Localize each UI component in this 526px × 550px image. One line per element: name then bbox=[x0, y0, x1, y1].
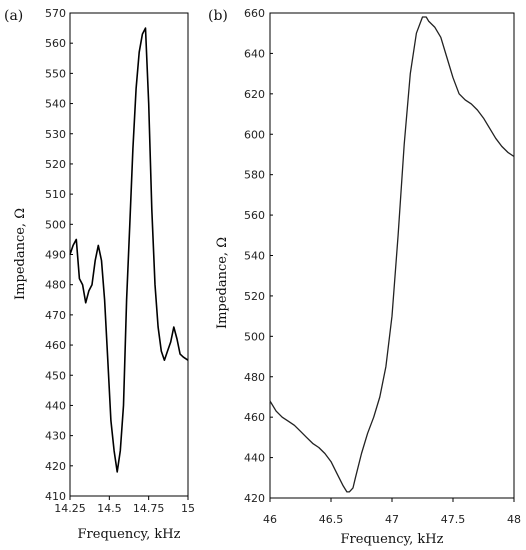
y-tick-label: 450 bbox=[45, 369, 66, 382]
panel-b: (b) 420 440 460 480 500 520 540 560 580 600 620 640… bbox=[208, 7, 521, 547]
panel-a: (a) 410 420 430 440 450 460 470 480 490 500 510 520… bbox=[4, 7, 195, 542]
y-tick-label: 500 bbox=[244, 330, 265, 343]
y-tick-label: 470 bbox=[45, 309, 66, 322]
y-tick-label: 490 bbox=[45, 249, 66, 262]
y-tick-label: 520 bbox=[244, 290, 265, 303]
panel-a-x-axis-label: Frequency, kHz bbox=[78, 527, 181, 542]
panel-a-y-ticks: 410 420 430 440 450 460 470 480 490 500 510 520 530 5… bbox=[45, 7, 73, 503]
x-tick-label: 47 bbox=[385, 513, 399, 526]
x-tick-label: 47.5 bbox=[441, 513, 466, 526]
x-tick-label: 48 bbox=[507, 513, 521, 526]
y-tick-label: 430 bbox=[45, 430, 66, 443]
y-tick-label: 410 bbox=[45, 490, 66, 503]
y-tick-label: 530 bbox=[45, 128, 66, 141]
y-tick-label: 420 bbox=[244, 492, 265, 505]
panel-b-x-axis-label: Frequency, kHz bbox=[341, 532, 444, 547]
y-tick-label: 440 bbox=[45, 399, 66, 412]
x-tick-label: 14.75 bbox=[133, 502, 165, 515]
y-tick-label: 460 bbox=[45, 339, 66, 352]
y-tick-label: 500 bbox=[45, 218, 66, 231]
y-tick-label: 580 bbox=[244, 169, 265, 182]
x-tick-label: 46 bbox=[263, 513, 277, 526]
panel-a-y-axis-label: Impedance, Ω bbox=[13, 208, 28, 300]
x-tick-label: 46.5 bbox=[319, 513, 344, 526]
x-tick-label: 14.5 bbox=[97, 502, 122, 515]
panel-b-y-ticks: 420 440 460 480 500 520 540 560 580 600 620 640 660 bbox=[244, 7, 273, 505]
panel-b-label: (b) bbox=[208, 8, 228, 24]
panel-b-impedance-line bbox=[269, 16, 515, 493]
y-tick-label: 560 bbox=[244, 209, 265, 222]
y-tick-label: 480 bbox=[244, 371, 265, 384]
y-tick-label: 420 bbox=[45, 460, 66, 473]
panel-b-y-axis-label: Impedance, Ω bbox=[215, 237, 230, 329]
y-tick-label: 510 bbox=[45, 188, 66, 201]
y-tick-label: 660 bbox=[244, 7, 265, 20]
y-tick-label: 460 bbox=[244, 411, 265, 424]
y-tick-label: 600 bbox=[244, 128, 265, 141]
panel-a-x-ticks: 14.25 14.5 14.75 15 bbox=[54, 496, 195, 515]
y-tick-label: 640 bbox=[244, 47, 265, 60]
y-tick-label: 440 bbox=[244, 452, 265, 465]
panel-a-impedance-line bbox=[69, 27, 189, 473]
panel-b-frame bbox=[269, 12, 515, 499]
y-tick-label: 480 bbox=[45, 279, 66, 292]
y-tick-label: 550 bbox=[45, 67, 66, 80]
y-tick-label: 520 bbox=[45, 158, 66, 171]
y-tick-label: 620 bbox=[244, 88, 265, 101]
y-tick-label: 540 bbox=[45, 98, 66, 111]
panel-b-x-ticks: 46 46.5 47 47.5 48 bbox=[263, 498, 521, 526]
y-tick-label: 560 bbox=[45, 37, 66, 50]
panel-a-label: (a) bbox=[4, 8, 23, 24]
y-tick-label: 540 bbox=[244, 250, 265, 263]
y-tick-label: 570 bbox=[45, 7, 66, 20]
x-tick-label: 14.25 bbox=[54, 502, 86, 515]
x-tick-label: 15 bbox=[181, 502, 195, 515]
